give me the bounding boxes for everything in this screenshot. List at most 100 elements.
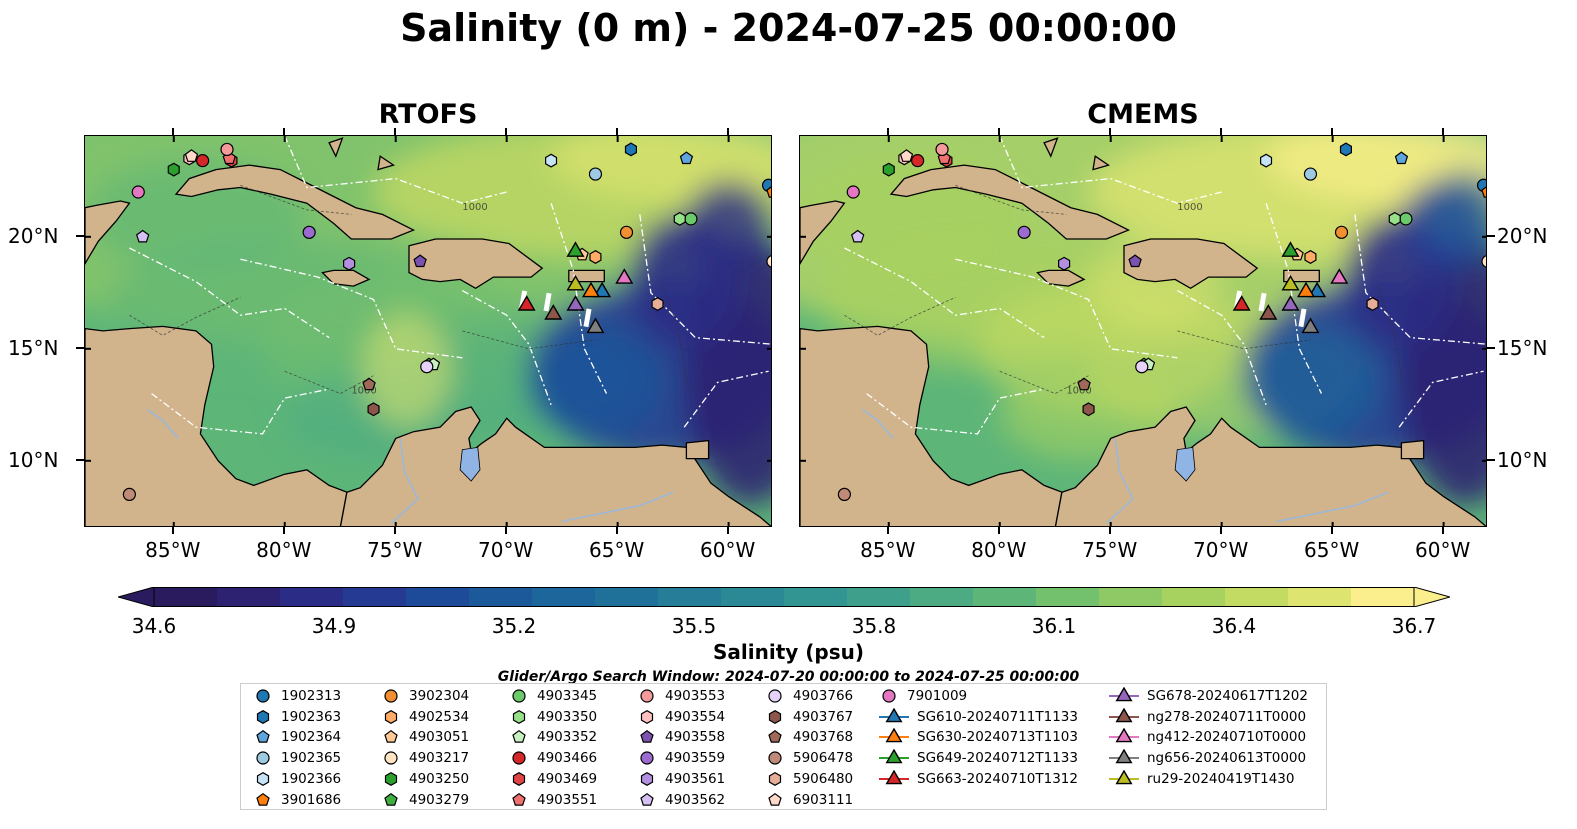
marker-4903766 [420, 360, 434, 374]
land-bahama2 [1092, 155, 1111, 171]
salinity-patch [1243, 326, 1378, 439]
salinity-patch [362, 315, 452, 428]
glider-track [519, 290, 528, 310]
legend-label: 5906480 [793, 770, 854, 787]
colorbar-bin [280, 587, 344, 607]
marker-SG649-20240712T1133 [1281, 241, 1300, 257]
colorbar-bin [1351, 587, 1415, 607]
legend-item: 4903466 [509, 748, 597, 768]
legend-item: SG610-20240711T1133 [879, 707, 1078, 727]
colorbar-tick-label: 35.5 [671, 614, 717, 638]
depth-contour-label: 1000 [1066, 386, 1091, 397]
marker-4903562 [850, 229, 865, 243]
marker-1902366 [1260, 153, 1273, 168]
legend-label: 4903250 [409, 770, 470, 787]
map-panel-rtofs[interactable]: 1000 1000 [84, 135, 772, 527]
marker-SG663-20240710T1312 [517, 295, 536, 311]
colorbar-bin [1162, 587, 1226, 607]
legend-item: ng278-20240711T0000 [1109, 707, 1306, 727]
lon-tickmark [997, 128, 1000, 135]
marker-1902364 [1394, 151, 1409, 165]
lon-tickmark [1330, 128, 1333, 135]
legend-label: ng656-20240613T0000 [1147, 750, 1307, 767]
legend-symbol-hexagon-icon [640, 709, 654, 724]
marker-4903559 [302, 225, 316, 239]
legend-symbol-pentagon-icon [768, 730, 782, 744]
marker-1902366 [545, 153, 558, 168]
lon-tickmark [997, 527, 1000, 534]
marker-3902304 [1334, 225, 1349, 239]
marker-1902364 [679, 151, 694, 165]
map-canvas-rtofs: 1000 1000 [85, 136, 771, 526]
map-panel-cmems[interactable]: 1000 1000 [799, 135, 1487, 527]
legend-symbol-pentagon-icon [384, 792, 398, 806]
legend-label: 4903051 [409, 729, 470, 746]
land-cuba [174, 164, 416, 240]
lon-tickmark [886, 128, 889, 135]
marker-7901009 [131, 185, 145, 199]
colorbar-bin [658, 587, 722, 607]
legend-label: SG630-20240713T1103 [917, 729, 1078, 746]
legend-symbol-pentagon-icon [640, 730, 654, 744]
legend-symbol-hexagon-icon [768, 771, 782, 786]
legend-label: 6903111 [793, 791, 854, 808]
lon-tickmark [1108, 128, 1111, 135]
legend-symbol-circle-icon [882, 689, 896, 703]
legend-marker [1115, 728, 1133, 743]
marker-5906480 [651, 297, 664, 311]
lat-tick-label: 15°N [1497, 335, 1548, 360]
legend-symbol-pentagon-icon [640, 792, 654, 806]
legend-marker [1115, 687, 1133, 702]
legend-marker [512, 709, 526, 724]
legend-item: ru29-20240419T1430 [1109, 769, 1294, 789]
marker-4903217 [766, 255, 771, 268]
legend-symbol-pentagon-icon [384, 730, 398, 744]
legend-marker [256, 771, 270, 786]
salinity-patch [1421, 169, 1486, 260]
marker-4903466 [911, 154, 925, 168]
legend-label: 4903551 [537, 791, 598, 808]
legend-label: 1902365 [281, 750, 342, 767]
legend-marker [256, 751, 270, 765]
land-bahama2 [377, 155, 396, 171]
lon-tick-label: 80°W [971, 538, 1027, 562]
legend-symbol-hexagon-icon [640, 771, 654, 786]
eez-boundary [151, 388, 330, 435]
depth-contour [284, 370, 374, 395]
depth-contour [844, 296, 956, 336]
legend-item: 5906480 [765, 769, 853, 789]
colorbar-tick-label: 34.6 [131, 614, 177, 638]
legend-item: SG678-20240617T1202 [1109, 686, 1308, 706]
legend-item: 7901009 [879, 686, 967, 706]
legend-label: ng412-20240710T0000 [1147, 729, 1307, 746]
legend-marker [384, 730, 398, 744]
legend-item: 4903559 [637, 748, 725, 768]
marker-4903553 [220, 142, 234, 157]
legend-marker [768, 689, 782, 703]
legend-marker [256, 709, 270, 724]
marker-5906478 [122, 487, 136, 501]
panel-title-cmems: CMEMS [1087, 99, 1199, 130]
marker-1902363 [1339, 142, 1353, 157]
legend-marker [256, 792, 270, 806]
legend-marker [512, 792, 526, 806]
legend-item: 4903469 [509, 769, 597, 789]
legend-item: 3901686 [253, 790, 341, 810]
legend-item: 6903111 [765, 790, 853, 810]
legend-label: 1902364 [281, 729, 342, 746]
legend-label: 4903469 [537, 770, 598, 787]
colorbar-tick-label: 35.8 [851, 614, 897, 638]
marker-4903553 [935, 142, 949, 157]
legend-symbol-triangle-icon [879, 728, 909, 743]
lon-tickmark [1441, 527, 1444, 534]
legend-marker [640, 689, 654, 703]
legend-symbol-hexagon-icon [384, 709, 398, 724]
glider-track [543, 292, 552, 312]
legend-symbol-pentagon-icon [512, 792, 526, 806]
glider-track [1234, 290, 1243, 310]
legend-label: 5906478 [793, 750, 854, 767]
colorbar-extend-max [1413, 586, 1452, 608]
legend-symbol-hexagon-icon [768, 709, 782, 724]
legend-marker [885, 707, 903, 722]
legend-label: 7901009 [907, 688, 968, 704]
